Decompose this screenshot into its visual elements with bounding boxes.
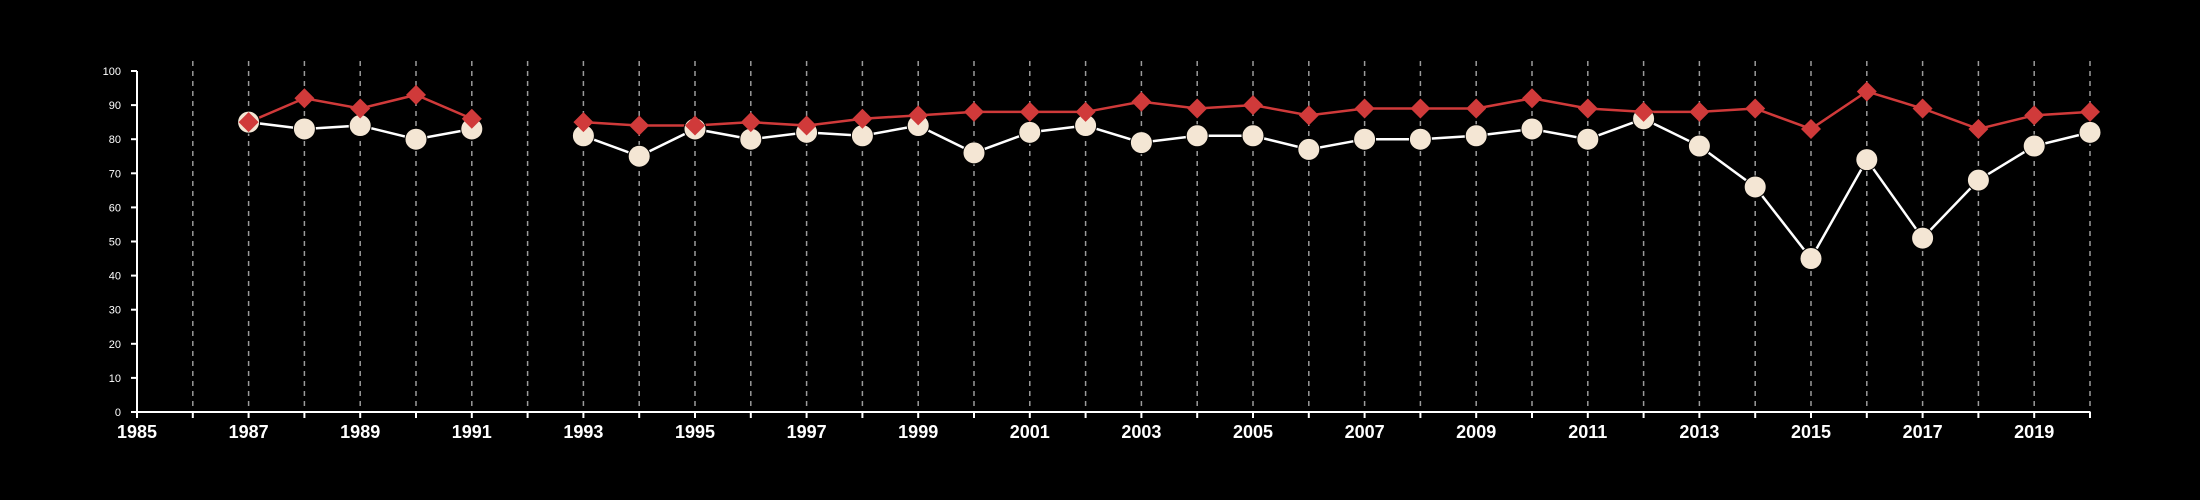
x-tick-label-1991: 1991 [452, 422, 492, 442]
series-2-point [1129, 131, 1153, 155]
x-tick-label-1987: 1987 [229, 422, 269, 442]
x-tick-label-1985: 1985 [117, 422, 157, 442]
axes: 0 10 20 30 40 50 60 70 80 90 100 1985 1987 1989 1991 19… [103, 66, 2091, 442]
series-2-point [1855, 148, 1879, 172]
series-2-point [1520, 117, 1544, 141]
x-tick-label-1989: 1989 [340, 422, 380, 442]
series-1-point [1801, 118, 1821, 139]
series-1-point [1745, 98, 1766, 119]
x-tick-label-2001: 2001 [1010, 422, 1050, 442]
x-tick-label-1997: 1997 [787, 422, 827, 442]
series-1-point [1633, 101, 1654, 122]
series-2-point [404, 127, 428, 151]
x-tick-label-2005: 2005 [1233, 422, 1273, 442]
series-2-point [1297, 137, 1321, 161]
y-tick-label-80: 80 [109, 134, 121, 146]
series-1-point [964, 101, 984, 122]
series-2-point [962, 141, 986, 165]
series-2-point [1353, 127, 1377, 151]
y-tick-label-10: 10 [109, 373, 121, 385]
series-1-point [461, 108, 482, 129]
series-1-point [1019, 101, 1040, 122]
series-1-point [1075, 101, 1096, 122]
series-1-point [294, 88, 315, 109]
y-tick-label-60: 60 [109, 202, 121, 214]
series-1-point [1577, 98, 1598, 119]
series-1-point [1856, 81, 1877, 102]
series-1-point [1298, 105, 1319, 126]
series-1-point [1243, 95, 1263, 116]
series-2-point [292, 117, 316, 141]
series-1-point [1131, 91, 1152, 112]
series-1-point [2024, 105, 2045, 126]
y-tick-label-20: 20 [109, 339, 121, 351]
series-2-point [1743, 175, 1767, 199]
series-1-point [238, 112, 259, 133]
x-tick-label-2007: 2007 [1345, 422, 1385, 442]
x-tick-label-1995: 1995 [675, 422, 715, 442]
series-2-point [1185, 124, 1209, 148]
series-1-point [852, 108, 873, 129]
series-group [237, 81, 2102, 271]
series-1-point [350, 98, 371, 119]
x-tick-label-2003: 2003 [1121, 422, 1161, 442]
series-1-point [1522, 88, 1542, 109]
series-1-line-2 [583, 90, 2091, 131]
series-2-point [2078, 120, 2102, 144]
y-tick-label-30: 30 [109, 305, 121, 317]
y-tick-label-70: 70 [109, 168, 121, 180]
y-tick-label-90: 90 [109, 100, 121, 112]
series-1-point [1466, 98, 1487, 119]
series-1-point [1187, 98, 1208, 119]
x-tick-label-2015: 2015 [1791, 422, 1831, 442]
y-tick-label-100: 100 [103, 66, 121, 78]
series-1-point [629, 115, 650, 136]
series-1-point [406, 84, 426, 105]
series-2-point [1464, 124, 1488, 148]
vertical-grid [192, 61, 2091, 412]
series-1-point [685, 115, 705, 136]
x-tick-label-2011: 2011 [1568, 422, 1607, 442]
x-tick-label-2009: 2009 [1456, 422, 1496, 442]
series-2-line-2 [582, 117, 2091, 261]
series-2-point [1408, 127, 1432, 151]
x-tick-label-2017: 2017 [1903, 422, 1943, 442]
series-2-point [1687, 134, 1711, 158]
y-tick-label-50: 50 [109, 237, 121, 249]
series-1-point [1689, 101, 1710, 122]
series-1-point [1912, 98, 1933, 119]
series-1-point [573, 112, 594, 133]
y-tick-label-0: 0 [115, 407, 121, 419]
series-2-point [1576, 127, 1600, 151]
series-2-point [2022, 134, 2046, 158]
series-2-point [627, 144, 651, 168]
x-tick-label-1993: 1993 [563, 422, 603, 442]
series-2-point [1911, 226, 1935, 250]
y-tick-label-40: 40 [109, 271, 121, 283]
series-2-point [1018, 120, 1042, 144]
x-tick-label-1999: 1999 [898, 422, 938, 442]
series-1-point [908, 105, 929, 126]
series-1-point [796, 115, 817, 136]
x-tick-label-2019: 2019 [2014, 422, 2054, 442]
series-2-point [1966, 168, 1990, 192]
series-1-point [740, 112, 761, 133]
series-1-point [1354, 98, 1375, 119]
series-2-point [1241, 124, 1265, 148]
series-1-point [1968, 118, 1989, 139]
series-2-point [1799, 247, 1823, 271]
series-1-point [1410, 98, 1431, 119]
x-tick-label-2013: 2013 [1679, 422, 1719, 442]
series-1-point [2080, 101, 2100, 122]
